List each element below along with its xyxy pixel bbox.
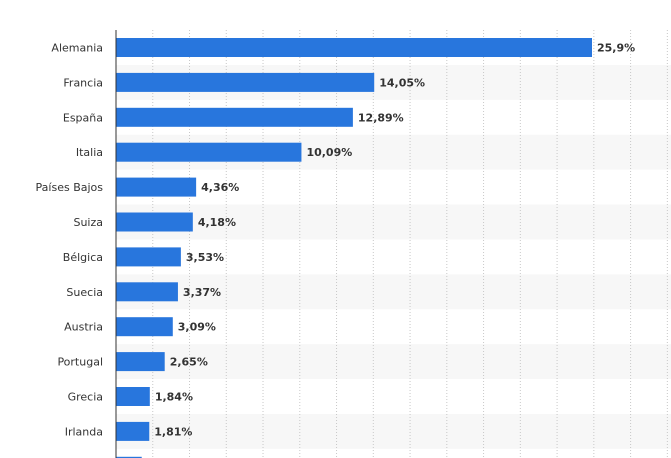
category-label-irlanda: Irlanda	[65, 425, 103, 438]
value-label-portugal: 2,65%	[170, 356, 208, 369]
value-label-espana: 12,89%	[358, 111, 404, 124]
category-label-belgica: Bélgica	[63, 251, 103, 264]
category-label-espana: España	[63, 111, 103, 124]
value-label-suecia: 3,37%	[183, 286, 221, 299]
row-stripe	[116, 413, 671, 449]
category-label-paises-bajos: Países Bajos	[36, 181, 104, 194]
bar-francia[interactable]	[116, 72, 375, 92]
bar-irlanda[interactable]	[116, 421, 150, 441]
bar-espana[interactable]	[116, 107, 353, 127]
bar-belgica[interactable]	[116, 247, 181, 267]
bar-alemania[interactable]	[116, 38, 592, 57]
value-label-irlanda: 1,81%	[154, 425, 192, 438]
value-label-suiza: 4,18%	[198, 216, 236, 229]
value-label-belgica: 3,53%	[186, 251, 224, 264]
bar-grecia[interactable]	[116, 387, 150, 406]
value-label-grecia: 1,84%	[155, 391, 193, 404]
value-labels: 25,9% 14,05% 12,89% 10,09% 4,36% 4,18% 3,53% 3,…	[154, 42, 635, 439]
value-label-italia: 10,09%	[306, 146, 352, 159]
category-label-alemania: Alemania	[51, 42, 103, 55]
category-label-italia: Italia	[76, 146, 103, 159]
value-label-alemania: 25,9%	[597, 42, 635, 55]
bar-austria[interactable]	[116, 317, 173, 337]
bar-italia[interactable]	[116, 142, 302, 162]
row-stripe	[116, 274, 671, 310]
value-label-francia: 14,05%	[379, 76, 425, 89]
category-labels: Alemania Francia España Italia Países Bajos S…	[36, 42, 104, 439]
category-label-austria: Austria	[64, 321, 103, 334]
bar-suecia[interactable]	[116, 282, 178, 302]
bar-portugal[interactable]	[116, 352, 165, 372]
bar-partial-12[interactable]	[116, 456, 142, 458]
bar-paises-bajos[interactable]	[116, 177, 197, 197]
row-stripe	[116, 204, 671, 240]
value-label-austria: 3,09%	[178, 321, 216, 334]
category-label-suiza: Suiza	[73, 216, 103, 229]
value-label-paises-bajos: 4,36%	[201, 181, 239, 194]
category-label-portugal: Portugal	[57, 356, 103, 369]
row-stripes	[116, 64, 671, 449]
row-stripe	[116, 344, 671, 380]
bar-suiza[interactable]	[116, 212, 193, 232]
category-label-grecia: Grecia	[68, 391, 103, 404]
category-label-suecia: Suecia	[66, 286, 103, 299]
bars	[116, 38, 592, 458]
category-label-francia: Francia	[63, 76, 103, 89]
